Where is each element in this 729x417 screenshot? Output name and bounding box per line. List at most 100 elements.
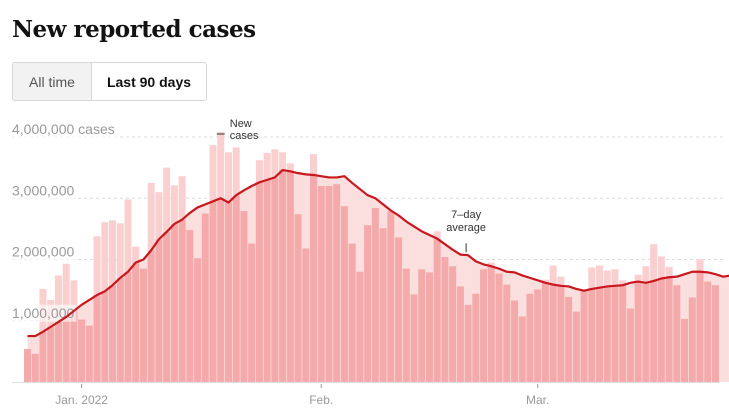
bar bbox=[588, 288, 596, 382]
bar-excess bbox=[541, 279, 549, 283]
bar bbox=[62, 317, 70, 382]
time-range-toggle: All time Last 90 days bbox=[12, 62, 207, 101]
bar-excess bbox=[650, 244, 658, 281]
x-tick-label: Mar. bbox=[526, 393, 549, 407]
bar bbox=[557, 285, 565, 382]
bar bbox=[39, 331, 47, 382]
bar bbox=[510, 300, 518, 382]
bar bbox=[441, 257, 449, 382]
bar bbox=[379, 228, 387, 382]
bar bbox=[402, 268, 410, 382]
bar bbox=[487, 266, 495, 382]
bar-excess bbox=[255, 160, 263, 183]
bar bbox=[194, 258, 202, 382]
bar bbox=[340, 206, 348, 382]
bar-excess bbox=[93, 236, 101, 296]
bar bbox=[495, 273, 503, 382]
average-annotation: 7–day bbox=[451, 209, 481, 221]
last-90-days-button[interactable]: Last 90 days bbox=[92, 63, 206, 100]
bar-excess bbox=[642, 266, 650, 283]
bar-excess bbox=[170, 185, 178, 224]
bar bbox=[163, 231, 171, 382]
bar bbox=[255, 182, 263, 382]
bar bbox=[526, 293, 534, 382]
y-label-bg bbox=[10, 182, 77, 200]
bar bbox=[70, 310, 78, 382]
bar-excess bbox=[155, 192, 163, 240]
bar-excess bbox=[549, 265, 557, 285]
bar bbox=[178, 219, 186, 382]
bar bbox=[286, 171, 294, 382]
bar bbox=[224, 202, 232, 382]
bar-excess bbox=[487, 262, 495, 267]
bar-excess bbox=[124, 199, 132, 272]
bar bbox=[248, 243, 256, 382]
bar bbox=[325, 186, 333, 382]
bar bbox=[619, 285, 627, 382]
bar bbox=[634, 281, 642, 382]
average-line bbox=[27, 168, 729, 338]
bar bbox=[541, 282, 549, 382]
bars bbox=[24, 132, 719, 382]
bar bbox=[449, 266, 457, 382]
bar bbox=[425, 272, 433, 382]
bar bbox=[209, 201, 217, 382]
y-tick-label: 3,000,000 bbox=[12, 182, 74, 198]
bar bbox=[279, 170, 287, 382]
bar-excess bbox=[224, 152, 232, 203]
bar-excess bbox=[70, 280, 78, 311]
bar bbox=[696, 271, 704, 382]
bar bbox=[348, 243, 356, 382]
y-tick-label: 2,000,000 bbox=[12, 244, 74, 260]
bar bbox=[364, 225, 372, 382]
bar-excess bbox=[54, 275, 62, 322]
y-label-bg bbox=[10, 304, 77, 322]
bar-excess bbox=[279, 152, 287, 171]
bar-excess bbox=[271, 149, 279, 178]
y-label-bg bbox=[10, 121, 117, 138]
bar bbox=[626, 308, 634, 382]
bar bbox=[356, 271, 364, 382]
bar bbox=[271, 177, 279, 382]
bar bbox=[132, 262, 140, 382]
average-line-group bbox=[27, 168, 729, 338]
bar bbox=[201, 213, 209, 382]
bar-excess bbox=[657, 256, 665, 279]
bar-excess bbox=[596, 265, 604, 288]
bar bbox=[518, 316, 526, 382]
bar bbox=[170, 223, 178, 382]
bar-excess bbox=[611, 269, 619, 286]
bar bbox=[139, 268, 147, 382]
bar-excess bbox=[163, 167, 171, 232]
bar bbox=[47, 326, 55, 382]
bar bbox=[186, 230, 194, 382]
bar-excess bbox=[178, 176, 186, 220]
bar-excess bbox=[603, 270, 611, 287]
new-cases-annotation: New bbox=[230, 118, 252, 130]
bar bbox=[657, 278, 665, 382]
bar bbox=[317, 186, 325, 382]
bar bbox=[85, 325, 93, 382]
bar bbox=[124, 271, 132, 382]
bar bbox=[603, 286, 611, 382]
bar bbox=[418, 269, 426, 382]
bar bbox=[642, 282, 650, 382]
bar bbox=[665, 277, 673, 382]
bar bbox=[232, 195, 240, 382]
bar-excess bbox=[665, 266, 673, 278]
bar bbox=[596, 287, 604, 382]
bar bbox=[217, 198, 225, 382]
bar bbox=[147, 250, 155, 382]
bar-excess bbox=[232, 147, 240, 196]
bar bbox=[480, 269, 488, 382]
bar bbox=[24, 348, 31, 382]
x-tick-label: Jan. 2022 bbox=[55, 393, 108, 407]
bar-excess bbox=[557, 276, 565, 286]
bar bbox=[704, 281, 712, 382]
all-time-button[interactable]: All time bbox=[13, 63, 92, 100]
bar bbox=[503, 284, 511, 382]
bar-excess bbox=[217, 132, 225, 199]
bar bbox=[387, 211, 395, 382]
bar bbox=[565, 296, 573, 382]
